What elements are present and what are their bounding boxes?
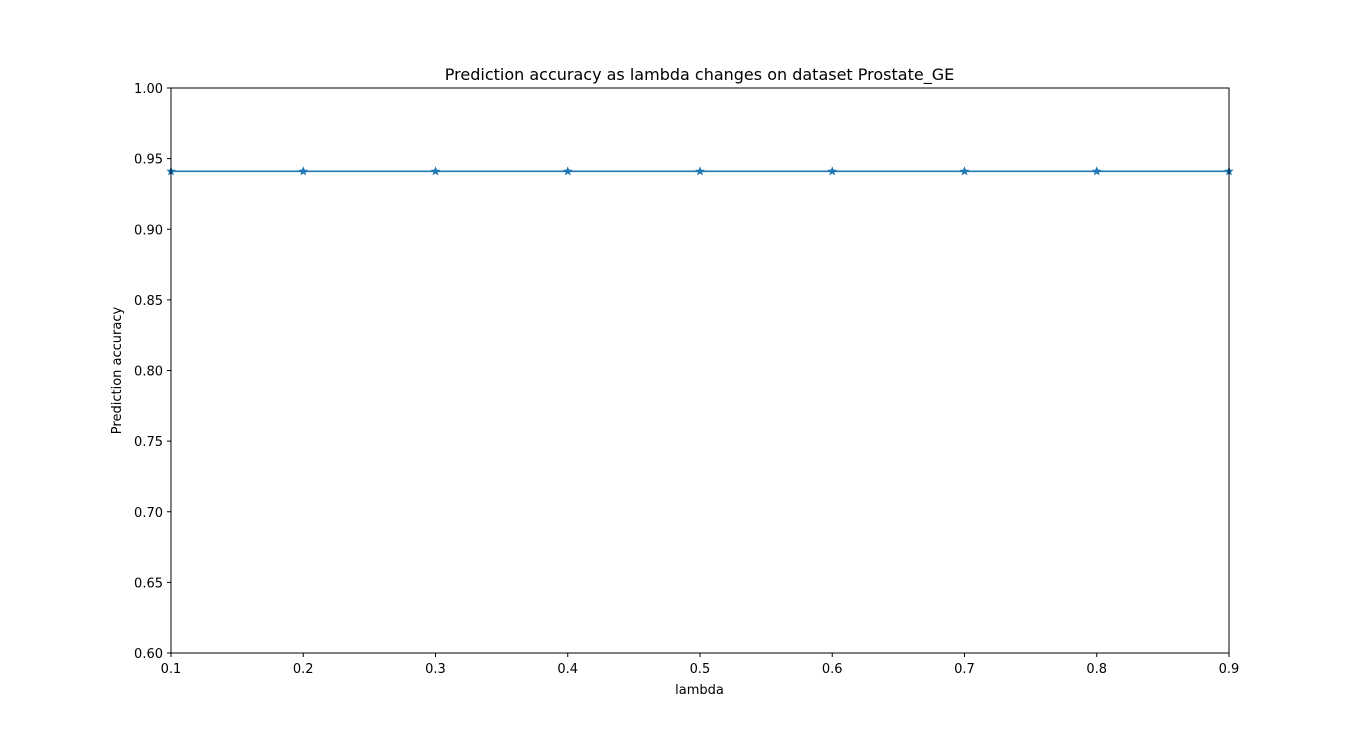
y-tick-label: 0.90 [134, 223, 163, 238]
data-point-star [298, 166, 309, 176]
y-tick-label: 0.75 [134, 435, 163, 450]
x-tick-label: 0.6 [822, 662, 843, 677]
y-tick-label: 0.80 [134, 365, 163, 380]
y-tick-label: 1.00 [134, 82, 163, 97]
y-axis-label: Prediction accuracy [110, 307, 125, 435]
y-tick-label: 0.60 [134, 647, 163, 662]
x-tick-label: 0.1 [161, 662, 182, 677]
x-tick-label: 0.2 [293, 662, 314, 677]
data-point-star [827, 166, 838, 176]
y-tick-label: 0.65 [134, 576, 163, 591]
x-tick-label: 0.3 [425, 662, 446, 677]
data-point-star [695, 166, 705, 176]
data-point-star [959, 166, 970, 176]
x-tick-label: 0.7 [954, 662, 975, 677]
x-tick-label: 0.5 [690, 662, 711, 677]
x-axis: 0.1 0.2 0.3 0.4 0.5 0.6 0.7 0.8 0.9 [161, 653, 1240, 677]
x-tick-label: 0.8 [1086, 662, 1107, 677]
plot-area [166, 166, 1234, 176]
y-axis: 0.60 0.65 0.70 0.75 0.80 0.85 0.90 0.95 1.00 [134, 82, 171, 662]
data-point-star [1091, 166, 1102, 176]
data-point-star [430, 166, 441, 176]
x-axis-label: lambda [675, 683, 724, 698]
y-tick-label: 0.95 [134, 153, 163, 168]
y-tick-label: 0.70 [134, 506, 163, 521]
y-tick-label: 0.85 [134, 294, 163, 309]
x-tick-label: 0.4 [557, 662, 578, 677]
chart-title: Prediction accuracy as lambda changes on… [445, 65, 954, 85]
x-tick-label: 0.9 [1219, 662, 1240, 677]
data-point-star [562, 166, 573, 176]
